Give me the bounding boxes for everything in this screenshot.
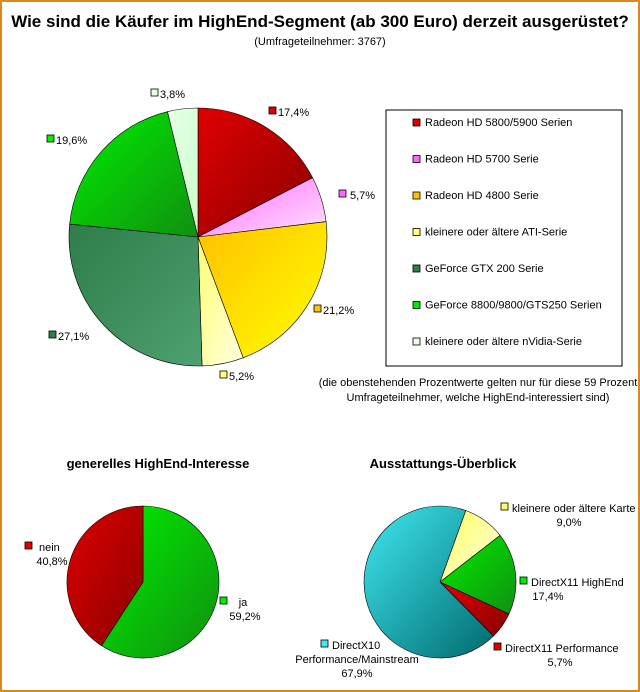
pie-slice-radeon-hd-4800-serie bbox=[197, 221, 328, 359]
legend-swatch-kleinere-oder-aeltere-ati-serie bbox=[412, 228, 421, 236]
label-marker-directx10-performance-mainstream bbox=[320, 639, 329, 648]
equipment-pie bbox=[363, 505, 517, 659]
legend-swatch-geforce-8800-9800-gts250-serien bbox=[412, 301, 421, 309]
label-marker-geforce-gtx-200-serie bbox=[48, 330, 57, 339]
interest-pie bbox=[66, 505, 220, 659]
equipment-chart-title: Ausstattungs-Überblick bbox=[370, 456, 517, 471]
legend-entry-kleinere-oder-aeltere-nvidia-serie: kleinere oder ältere nVidia-Serie bbox=[425, 336, 582, 348]
pct-label-ja: 59,2% bbox=[229, 611, 260, 623]
legend: Radeon HD 5800/5900 Serien Radeon HD 5700… bbox=[412, 117, 602, 348]
legend-entry-geforce-gtx-200-serie: GeForce GTX 200 Serie bbox=[425, 263, 544, 275]
label-marker-ja bbox=[219, 596, 228, 605]
pct-label-directx10-performance-mainstream: 67,9% bbox=[341, 668, 372, 680]
name-label-nein: nein bbox=[39, 542, 60, 554]
label-marker-directx11-performance bbox=[493, 642, 502, 651]
name-label-directx11-performance: DirectX11 Performance bbox=[505, 643, 619, 655]
label-marker-directx11-highend bbox=[519, 576, 528, 585]
pct-label-radeon-hd-5700-serie: 5,7% bbox=[350, 190, 375, 202]
pie-slice-directx10-performance-mainstream bbox=[363, 505, 494, 659]
label-marker-kleinere-oder-aeltere-ati-serie bbox=[219, 370, 228, 379]
chart-subtitle: (Umfrageteilnehmer: 3767) bbox=[254, 36, 385, 48]
name-label-cont-directx10-performance-mainstream: Performance/Mainstream bbox=[295, 654, 419, 666]
pie-slice-geforce-8800-9800-gts250-serien bbox=[69, 111, 199, 238]
pct-label-kleinere-oder-aeltere-nvidia-serie: 3,8% bbox=[160, 89, 185, 101]
pct-label-geforce-gtx-200-serie: 27,1% bbox=[58, 331, 89, 343]
name-label-directx11-highend: DirectX11 HighEnd bbox=[531, 577, 624, 589]
legend-entry-radeon-hd-5800-5900-serien: Radeon HD 5800/5900 Serien bbox=[425, 117, 572, 129]
label-marker-kleinere-oder-aeltere-karte bbox=[500, 502, 509, 511]
label-marker-radeon-hd-5700-serie bbox=[338, 189, 347, 198]
pie-slice-directx11-highend bbox=[439, 534, 517, 615]
label-marker-nein bbox=[24, 541, 33, 550]
pct-label-kleinere-oder-aeltere-karte: 9,0% bbox=[556, 517, 581, 529]
legend-entry-geforce-8800-9800-gts250-serien: GeForce 8800/9800/GTS250 Serien bbox=[425, 300, 602, 312]
pie-slice-kleinere-oder-aeltere-nvidia-serie bbox=[167, 107, 199, 238]
interest-pie-labels: ja 59,2% nein 40,8% bbox=[24, 541, 261, 623]
legend-swatch-geforce-gtx-200-serie bbox=[412, 264, 421, 273]
legend-swatch-kleinere-oder-aeltere-nvidia-serie bbox=[412, 337, 421, 346]
name-label-kleinere-oder-aeltere-karte: kleinere oder ältere Karte bbox=[512, 503, 636, 515]
label-marker-radeon-hd-4800-serie bbox=[313, 304, 322, 313]
pct-label-directx11-performance: 5,7% bbox=[547, 657, 572, 669]
pct-label-directx11-highend: 17,4% bbox=[532, 591, 563, 603]
pie-slice-nein bbox=[66, 505, 144, 647]
legend-entry-radeon-hd-4800-serie: Radeon HD 4800 Serie bbox=[425, 190, 539, 202]
main-pie-labels: 17,4% 5,7% 21,2% 5,2% 27,1% 19,6% 3,8% bbox=[46, 88, 375, 383]
note-line-2: Umfrageteilnehmer, welche HighEnd-intere… bbox=[347, 392, 610, 404]
note-line-1: (die obenstehenden Prozentwerte gelten n… bbox=[319, 377, 638, 389]
legend-box bbox=[385, 109, 623, 367]
legend-swatch-radeon-hd-5700-serie bbox=[412, 155, 421, 163]
label-marker-kleinere-oder-aeltere-nvidia-serie bbox=[150, 88, 159, 97]
pie-slice-ja bbox=[101, 505, 220, 659]
label-marker-geforce-8800-9800-gts250-serien bbox=[46, 134, 55, 143]
legend-entry-radeon-hd-5700-serie: Radeon HD 5700 Serie bbox=[425, 154, 539, 166]
pct-label-kleinere-oder-aeltere-ati-serie: 5,2% bbox=[229, 371, 254, 383]
pct-label-radeon-hd-5800-5900-serien: 17,4% bbox=[278, 107, 309, 119]
chart-title: Wie sind die Käufer im HighEnd-Segment (… bbox=[11, 12, 629, 31]
pct-label-radeon-hd-4800-serie: 21,2% bbox=[323, 305, 354, 317]
legend-swatch-radeon-hd-5800-5900-serien bbox=[412, 118, 421, 127]
equipment-pie-labels: kleinere oder ältere Karte 9,0% DirectX11 … bbox=[295, 502, 636, 680]
pie-slice-radeon-hd-5800-5900-serien bbox=[197, 107, 313, 238]
legend-entry-kleinere-oder-aeltere-ati-serie: kleinere oder ältere ATI-Serie bbox=[425, 227, 567, 239]
name-label-directx10-performance-mainstream: DirectX10 bbox=[332, 640, 380, 652]
main-pie bbox=[68, 107, 328, 367]
name-label-ja: ja bbox=[238, 597, 248, 609]
pct-label-geforce-8800-9800-gts250-serien: 19,6% bbox=[56, 135, 87, 147]
pct-label-nein: 40,8% bbox=[36, 556, 67, 568]
pie-slice-geforce-gtx-200-serie bbox=[68, 223, 203, 367]
legend-swatch-radeon-hd-4800-serie bbox=[412, 191, 421, 200]
interest-chart-title: generelles HighEnd-Interesse bbox=[67, 456, 250, 471]
label-marker-radeon-hd-5800-5900-serien bbox=[268, 106, 277, 115]
